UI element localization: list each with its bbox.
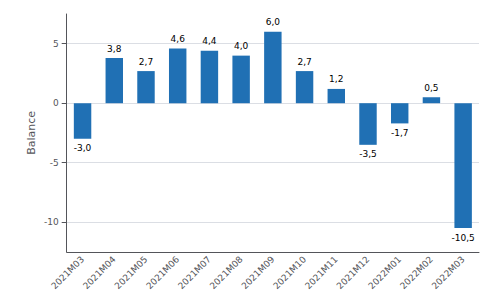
svg-text:4,4: 4,4 (202, 36, 217, 46)
svg-text:-1,7: -1,7 (391, 128, 409, 138)
svg-text:5: 5 (53, 39, 59, 49)
svg-text:-3,5: -3,5 (359, 149, 377, 159)
svg-text:4,0: 4,0 (234, 41, 249, 51)
svg-text:2,7: 2,7 (297, 57, 311, 67)
svg-text:-10: -10 (44, 217, 59, 227)
svg-text:2,7: 2,7 (139, 57, 153, 67)
svg-text:2021M11: 2021M11 (303, 254, 340, 291)
svg-text:6,0: 6,0 (266, 17, 281, 27)
svg-text:2021M09: 2021M09 (240, 254, 277, 291)
svg-text:-10,5: -10,5 (451, 233, 474, 243)
svg-text:0: 0 (53, 98, 59, 108)
svg-text:1,2: 1,2 (329, 74, 343, 84)
svg-text:4,6: 4,6 (171, 34, 186, 44)
svg-text:0,5: 0,5 (424, 83, 438, 93)
svg-text:2021M04: 2021M04 (81, 254, 118, 291)
svg-text:Balance: Balance (25, 111, 38, 155)
svg-text:-5: -5 (50, 158, 59, 168)
svg-text:3,8: 3,8 (107, 44, 122, 54)
svg-text:2021M08: 2021M08 (208, 254, 245, 291)
svg-text:2021M12: 2021M12 (335, 254, 372, 291)
svg-text:2021M07: 2021M07 (176, 254, 213, 291)
svg-text:2022M02: 2022M02 (398, 254, 435, 291)
svg-text:2021M10: 2021M10 (271, 254, 308, 291)
svg-text:2021M06: 2021M06 (144, 254, 181, 291)
svg-text:-3,0: -3,0 (74, 143, 92, 153)
svg-text:2022M03: 2022M03 (430, 254, 467, 291)
svg-text:2022M01: 2022M01 (366, 254, 403, 291)
svg-text:2021M05: 2021M05 (113, 254, 150, 291)
svg-text:2021M03: 2021M03 (49, 254, 86, 291)
